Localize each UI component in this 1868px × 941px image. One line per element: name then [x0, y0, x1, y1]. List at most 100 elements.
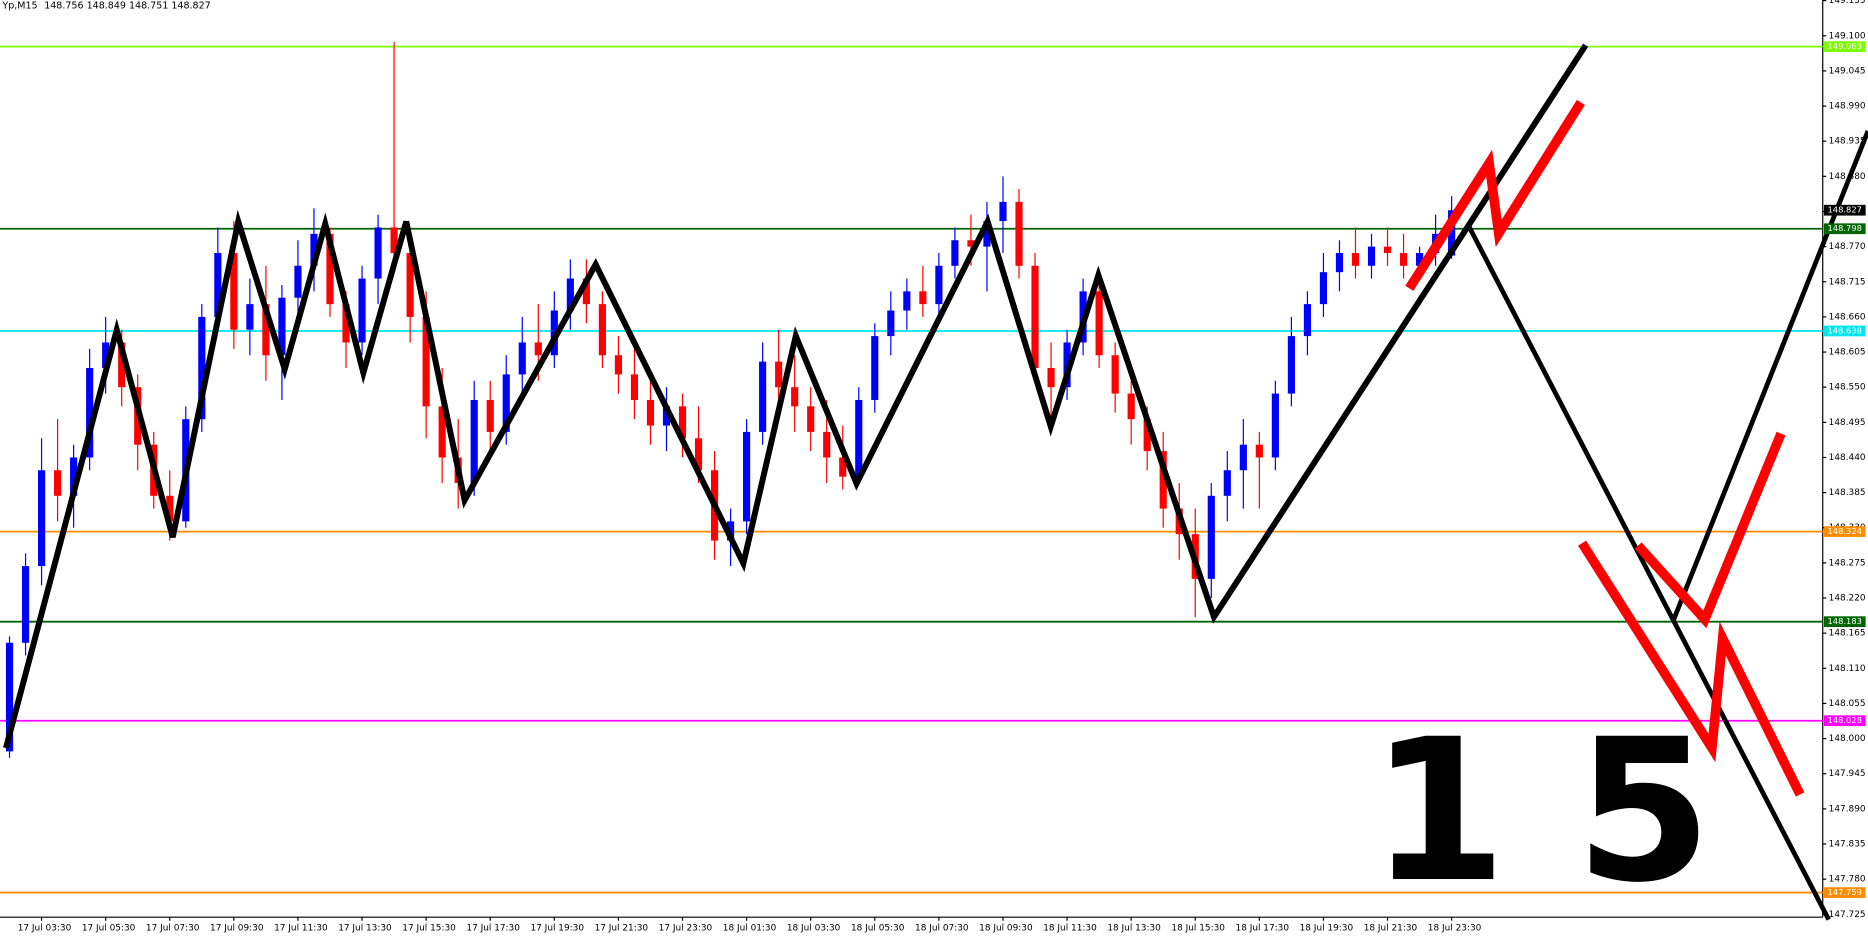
candle-body	[1383, 246, 1392, 254]
candle-body	[518, 342, 526, 375]
candle-body	[694, 438, 703, 471]
candle-body	[759, 361, 767, 432]
candle-body	[1111, 355, 1119, 394]
x-tick-label: 17 Jul 19:30	[530, 923, 584, 933]
candle-body	[1399, 253, 1408, 266]
candle-body	[374, 227, 382, 279]
y-tick-label: 147.835	[1829, 840, 1866, 850]
candle-body	[118, 342, 126, 388]
candle-body	[823, 431, 831, 458]
x-tick-label: 18 Jul 03:30	[787, 923, 841, 933]
candle-body	[214, 253, 222, 317]
candle-body	[86, 368, 94, 458]
candle-body	[1448, 210, 1456, 256]
y-tick-label: 147.945	[1829, 769, 1866, 779]
y-tick-label: 148.220	[1829, 594, 1866, 604]
red-wave	[1405, 99, 1585, 291]
x-tick-label: 17 Jul 17:30	[466, 923, 520, 933]
y-tick-label: 148.715	[1829, 277, 1866, 287]
candle-body	[1287, 336, 1295, 394]
x-tick-label: 17 Jul 23:30	[659, 923, 713, 933]
candle-body	[422, 316, 430, 407]
axis-labels: 147.725 147.780 147.835 147.890 147.945 148.0…	[18, 0, 1866, 933]
candle-body	[566, 278, 574, 311]
candle-body	[1255, 444, 1263, 458]
candle-body	[598, 304, 606, 356]
candle-body	[1207, 495, 1215, 579]
level-label: 147.759	[1827, 887, 1861, 897]
level-tag	[1823, 41, 1866, 53]
y-tick-label: 148.880	[1829, 172, 1866, 182]
candle-body	[935, 265, 943, 305]
annotation: 1 5	[1370, 698, 1712, 926]
candle-body	[198, 316, 206, 420]
level-label: 148.028	[1827, 715, 1861, 725]
x-tick-label: 17 Jul 07:30	[146, 923, 200, 933]
candle-body	[1127, 393, 1135, 420]
candle-body	[278, 297, 286, 356]
candle-body	[342, 304, 350, 343]
level-tag	[1823, 616, 1866, 628]
y-tick-label: 148.605	[1829, 348, 1866, 358]
x-tick-label: 18 Jul 13:30	[1107, 923, 1161, 933]
y-tick-label: 148.935	[1829, 137, 1866, 147]
candle-body	[1367, 246, 1376, 266]
candle-body	[470, 399, 478, 484]
candle-body	[1351, 253, 1360, 266]
candle-body	[406, 253, 414, 317]
candle-body	[246, 304, 254, 330]
candle-body	[951, 240, 959, 266]
candle-body	[967, 240, 975, 247]
candle-body	[1031, 265, 1039, 369]
x-tick-label: 17 Jul 05:30	[82, 923, 136, 933]
candle-body	[486, 399, 494, 432]
candle-body	[358, 278, 366, 343]
candle-body	[1335, 253, 1344, 273]
candle-body	[903, 291, 911, 311]
x-tick-label: 17 Jul 21:30	[595, 923, 649, 933]
candle-body	[1271, 393, 1279, 458]
level-tag	[1823, 715, 1866, 727]
candle-body	[38, 470, 46, 567]
x-tick-label: 18 Jul 17:30	[1236, 923, 1290, 933]
y-tick-label: 147.725	[1829, 910, 1866, 920]
level-tag	[1823, 223, 1866, 235]
x-tick-label: 17 Jul 15:30	[402, 923, 456, 933]
x-tick-label: 17 Jul 03:30	[18, 923, 72, 933]
y-tick-label: 148.550	[1829, 383, 1866, 393]
candle-body	[887, 310, 895, 337]
x-tick-label: 17 Jul 09:30	[210, 923, 264, 933]
candle-body	[102, 342, 110, 369]
y-tick-label: 148.000	[1829, 734, 1866, 744]
red-wave	[1634, 431, 1786, 629]
candle-body	[630, 374, 639, 400]
candle-body	[743, 431, 751, 522]
y-tick-label: 148.660	[1829, 312, 1866, 322]
level-label: 148.183	[1827, 616, 1861, 626]
candle-body	[1095, 291, 1103, 356]
y-tick-label: 148.770	[1829, 242, 1866, 252]
candle-body	[999, 201, 1007, 222]
level-tag	[1823, 526, 1866, 537]
candle-body	[438, 406, 446, 458]
x-tick-label: 17 Jul 13:30	[338, 923, 392, 933]
x-tick-label: 18 Jul 23:30	[1428, 923, 1482, 933]
y-tick-label: 149.045	[1829, 66, 1866, 76]
candle-body	[310, 233, 318, 266]
zigzag	[3, 43, 1589, 749]
candle-body	[502, 374, 510, 432]
candle-body	[919, 291, 927, 305]
x-tick-label: 18 Jul 19:30	[1300, 923, 1354, 933]
candle-body	[807, 406, 815, 432]
x-tick-label: 17 Jul 11:30	[274, 923, 328, 933]
candle-body	[646, 399, 655, 426]
candle-body	[1015, 201, 1023, 266]
x-tick-label: 18 Jul 01:30	[723, 923, 777, 933]
header-open: 148.756	[44, 0, 83, 11]
level-label: 148.798	[1827, 223, 1861, 233]
red-wave	[1578, 540, 1805, 797]
candle-body	[775, 361, 783, 388]
candle-body	[983, 221, 991, 247]
